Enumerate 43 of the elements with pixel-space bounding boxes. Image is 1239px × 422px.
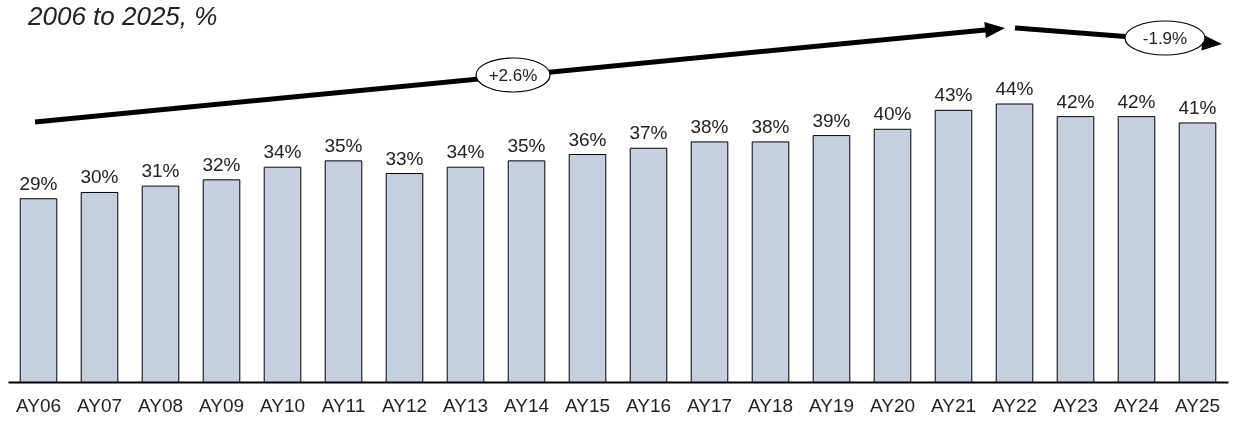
x-tick-label: AY06 (15, 394, 62, 416)
x-tick-label: AY13 (442, 394, 489, 416)
x-tick-label: AY14 (503, 394, 550, 416)
data-label: 34% (446, 141, 485, 163)
data-label: 30% (80, 166, 119, 188)
x-tick-label: AY19 (808, 394, 855, 416)
x-tick-label: AY08 (137, 394, 184, 416)
x-tick-label: AY12 (381, 394, 428, 416)
x-tick-label: AY10 (259, 394, 306, 416)
data-label: 41% (1178, 96, 1217, 118)
data-label: 43% (934, 84, 973, 106)
text: -1.9% (1142, 29, 1188, 48)
data-label: 36% (568, 128, 607, 150)
x-tick-label: AY23 (1052, 394, 1099, 416)
x-tick-label: AY07 (76, 394, 123, 416)
data-label: 40% (873, 103, 912, 125)
x-tick-label: AY15 (564, 394, 611, 416)
data-label: 37% (629, 122, 668, 144)
data-label: 33% (385, 147, 424, 169)
data-label: 42% (1056, 90, 1095, 112)
x-tick-label: AY16 (625, 394, 672, 416)
data-label: 34% (263, 141, 302, 163)
data-label: 42% (1117, 90, 1156, 112)
data-label: 29% (19, 172, 58, 194)
x-tick-label: AY21 (930, 394, 977, 416)
x-tick-label: AY22 (991, 394, 1038, 416)
text: +2.6% (488, 66, 538, 85)
x-tick-label: AY09 (198, 394, 245, 416)
data-label: 39% (812, 109, 851, 131)
data-label: 35% (324, 134, 363, 156)
data-label: 38% (751, 115, 790, 137)
x-tick-label: AY24 (1113, 394, 1160, 416)
data-label: 35% (507, 134, 546, 156)
data-label: 38% (690, 115, 729, 137)
data-label: 31% (141, 160, 180, 182)
x-tick-label: AY25 (1174, 394, 1221, 416)
data-label: 32% (202, 153, 241, 175)
x-tick-label: AY20 (869, 394, 916, 416)
x-tick-label: AY17 (686, 394, 733, 416)
chart-title: 2006 to 2025, % (27, 1, 218, 31)
x-tick-label: AY11 (321, 394, 366, 416)
data-label: 44% (995, 78, 1034, 99)
x-tick-label: AY18 (747, 394, 794, 416)
